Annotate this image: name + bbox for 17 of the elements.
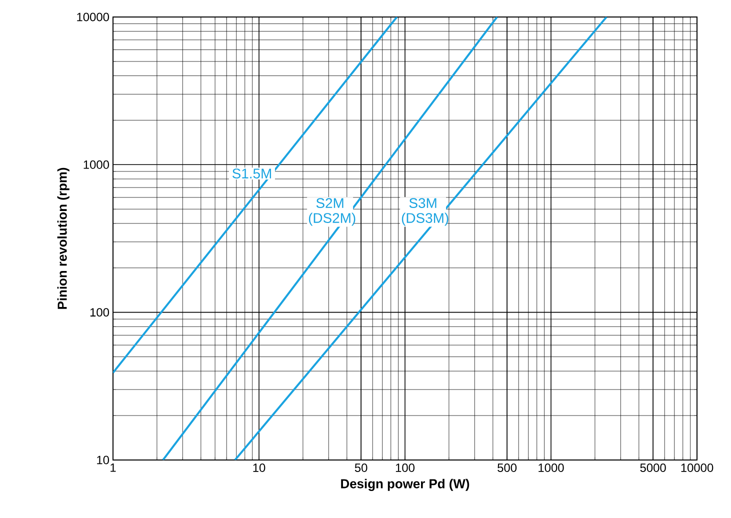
y-tick-label: 10 bbox=[97, 456, 110, 464]
y-axis-title: Pinion revolution (rpm) bbox=[57, 168, 70, 309]
y-tick-label: 100 bbox=[90, 308, 110, 317]
x-tick-label: 100 bbox=[396, 464, 415, 472]
x-tick-label: 1 bbox=[110, 464, 116, 472]
x-tick-label: 10 bbox=[253, 464, 266, 472]
x-tick-label: 500 bbox=[498, 464, 517, 472]
x-tick-label: 10000 bbox=[681, 464, 714, 472]
x-tick-label: 50 bbox=[354, 464, 368, 472]
series-label: S1.5M bbox=[232, 168, 272, 178]
x-tick-label: 1000 bbox=[538, 464, 564, 472]
y-tick-label: 10000 bbox=[77, 12, 110, 22]
x-axis-title: Design power Pd (W) bbox=[341, 478, 470, 491]
series-label: S2M (DS2M) bbox=[308, 198, 356, 226]
x-tick-label: 5000 bbox=[640, 464, 666, 472]
y-tick-label: 1000 bbox=[84, 160, 110, 169]
series-label: S3M (DS3M) bbox=[402, 198, 448, 226]
